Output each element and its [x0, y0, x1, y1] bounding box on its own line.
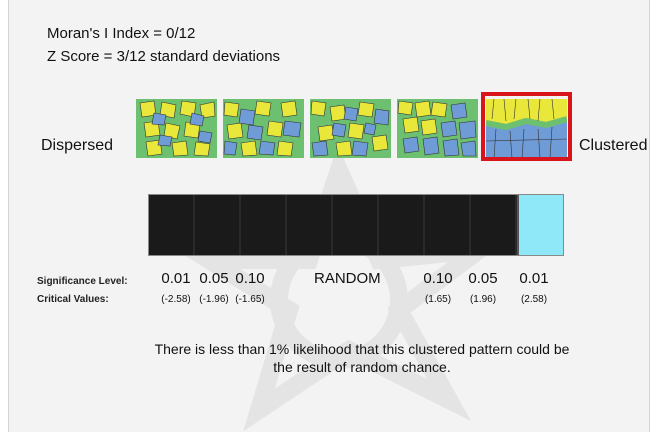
- dispersed-label: Dispersed: [41, 137, 114, 154]
- watermark-ornament: [177, 150, 511, 432]
- level-right-3: 0.01: [519, 270, 549, 287]
- pattern-thumbnail-2: [223, 99, 304, 158]
- bar-segment-1: [149, 195, 195, 255]
- bar-segment-2: [195, 195, 241, 255]
- bar-segment-9-active: [517, 195, 563, 255]
- crit-right-1: (1.65): [424, 294, 452, 305]
- crit-left-1: (-2.58): [161, 294, 191, 305]
- critical-values-label: Critical Values:: [37, 294, 109, 305]
- pattern-thumbnail-4: [397, 99, 478, 158]
- moran-report-panel: Moran's I Index = 0/12 Z Score = 3/12 st…: [8, 0, 650, 432]
- level-right-1: 0.10: [423, 270, 453, 287]
- selected-pattern-highlight: [481, 92, 572, 161]
- bar-segment-6: [379, 195, 425, 255]
- significance-level-label: Significance Level:: [37, 276, 128, 287]
- level-left-2: 0.05: [199, 270, 229, 287]
- bar-segment-8: [471, 195, 517, 255]
- bar-segment-7: [425, 195, 471, 255]
- bar-segment-4: [287, 195, 333, 255]
- bar-segment-3: [241, 195, 287, 255]
- stats-header: Moran's I Index = 0/12 Z Score = 3/12 st…: [47, 22, 280, 68]
- level-right-2: 0.05: [468, 270, 498, 287]
- crit-left-2: (-1.96): [199, 294, 229, 305]
- bar-segment-5: [333, 195, 379, 255]
- level-left-3: 0.10: [235, 270, 265, 287]
- pattern-thumbnail-dispersed: [136, 99, 217, 158]
- z-score-text: Z Score = 3/12 standard deviations: [47, 48, 281, 65]
- crit-right-3: (2.58): [520, 294, 548, 305]
- pattern-thumbnail-random: [310, 99, 391, 158]
- significance-bar: [148, 194, 564, 256]
- interpretation-message: There is less than 1% likelihood that th…: [154, 341, 570, 375]
- random-label: RANDOM: [314, 270, 381, 287]
- crit-right-2: (1.96): [469, 294, 497, 305]
- morans-i-text: Moran's I Index = 0/12: [47, 25, 196, 42]
- clustered-label: Clustered: [579, 137, 648, 154]
- level-left-1: 0.01: [161, 270, 191, 287]
- crit-left-3: (-1.65): [235, 294, 265, 305]
- pattern-thumbnail-clustered: [486, 99, 567, 158]
